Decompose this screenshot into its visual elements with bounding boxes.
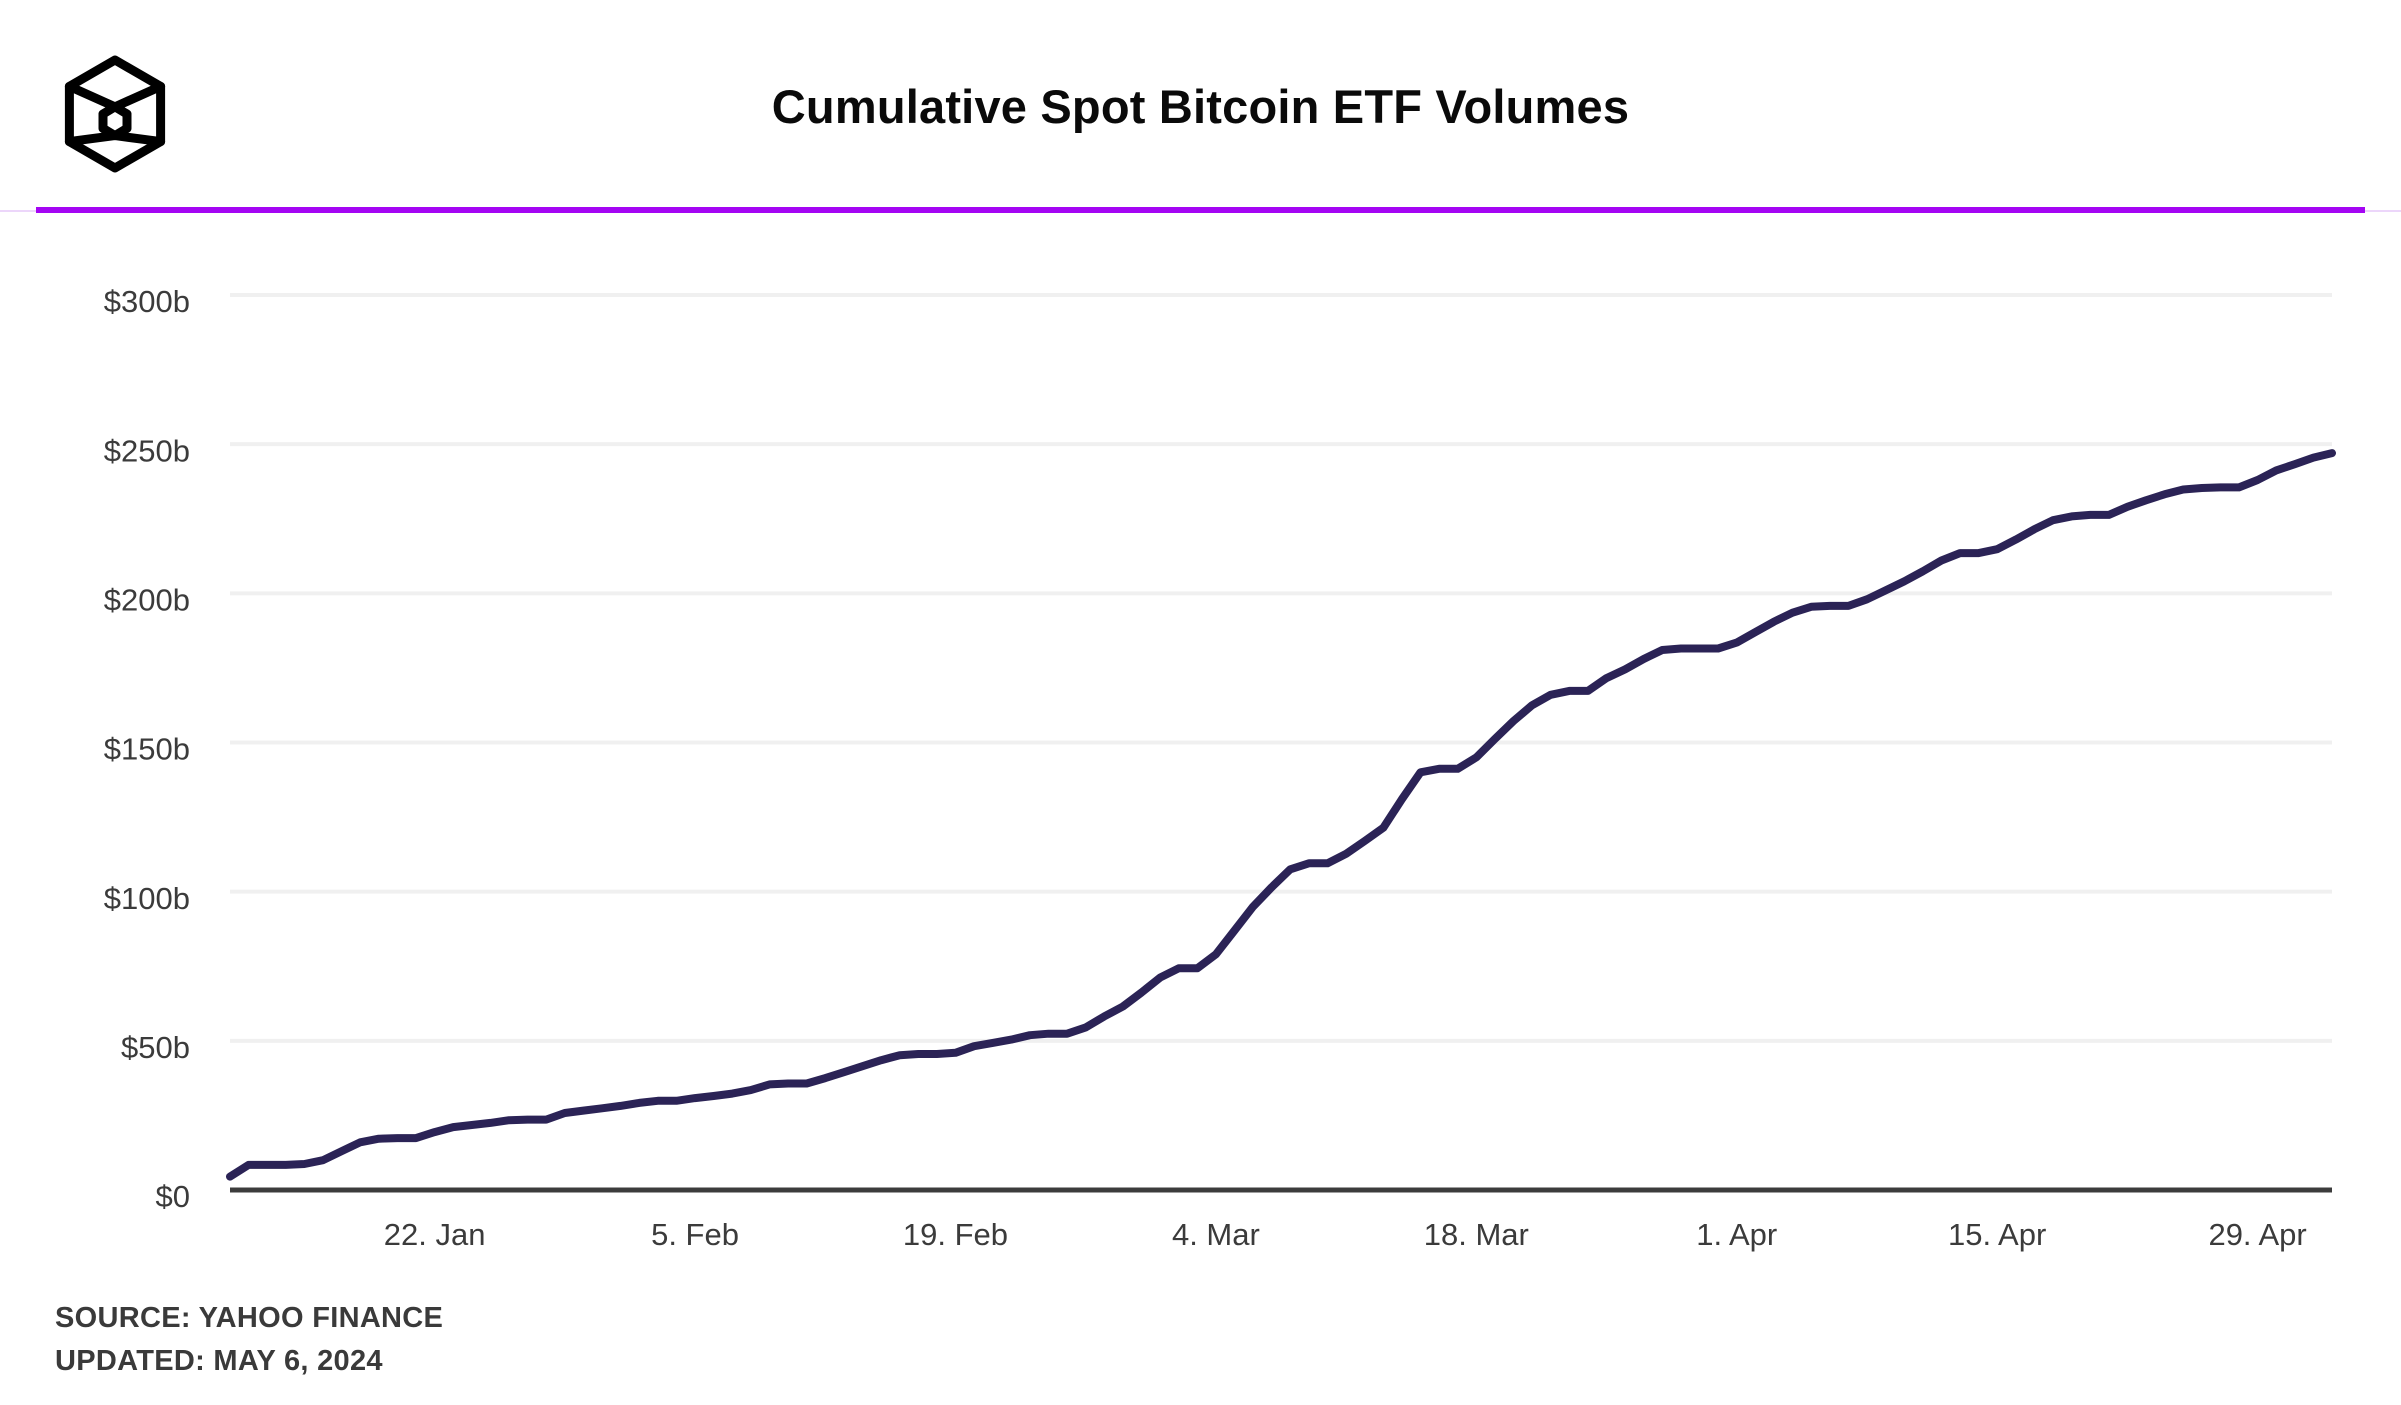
y-tick-label-0: $0 bbox=[156, 1179, 190, 1214]
y-tick-label-50: $50b bbox=[121, 1030, 190, 1065]
x-tick-label-19-Feb: 19. Feb bbox=[903, 1217, 1008, 1252]
y-tick-label-250: $250b bbox=[104, 433, 190, 468]
x-tick-label-29-Apr: 29. Apr bbox=[2208, 1217, 2306, 1252]
accent-divider bbox=[36, 207, 2365, 213]
x-tick-label-1-Apr: 1. Apr bbox=[1696, 1217, 1777, 1252]
y-tick-label-100: $100b bbox=[104, 881, 190, 916]
x-tick-label-15-Apr: 15. Apr bbox=[1948, 1217, 2046, 1252]
logo-connectors bbox=[64, 81, 166, 147]
y-tick-label-200: $200b bbox=[104, 583, 190, 618]
y-tick-label-150: $150b bbox=[104, 732, 190, 767]
x-tick-label-18-Mar: 18. Mar bbox=[1424, 1217, 1529, 1252]
x-tick-label-4-Mar: 4. Mar bbox=[1172, 1217, 1260, 1252]
y-tick-label-300: $300b bbox=[104, 284, 190, 319]
chart-title: Cumulative Spot Bitcoin ETF Volumes bbox=[771, 80, 1630, 134]
x-tick-label-5-Feb: 5. Feb bbox=[651, 1217, 739, 1252]
updated-label: UPDATED: MAY 6, 2024 bbox=[55, 1345, 383, 1377]
source-label: SOURCE: YAHOO FINANCE bbox=[55, 1302, 444, 1334]
the-block-cube-logo-icon bbox=[64, 55, 166, 173]
x-tick-label-22-Jan: 22. Jan bbox=[384, 1217, 486, 1252]
chart-footer: SOURCE: YAHOO FINANCE UPDATED: MAY 6, 20… bbox=[55, 1297, 443, 1383]
cumulative-volume-line bbox=[226, 449, 2336, 1181]
